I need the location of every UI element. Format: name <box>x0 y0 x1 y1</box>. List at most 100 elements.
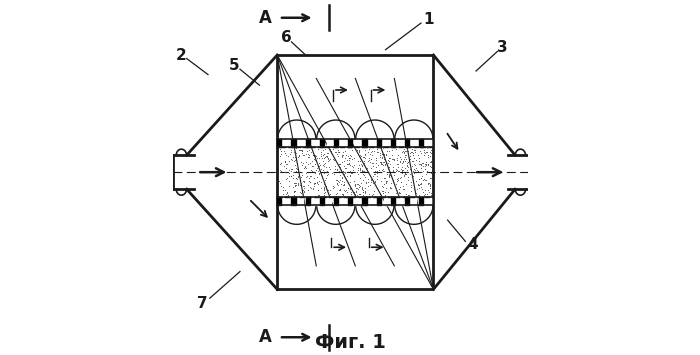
Point <box>402 153 414 158</box>
Point <box>339 155 350 161</box>
Point <box>370 171 381 177</box>
Point <box>414 176 425 182</box>
Point <box>321 183 332 189</box>
Point <box>400 149 412 154</box>
Point <box>358 154 369 159</box>
Point <box>344 155 355 161</box>
Point <box>412 182 423 187</box>
Point <box>309 152 321 158</box>
Text: 4: 4 <box>467 237 478 252</box>
Point <box>405 179 416 185</box>
Point <box>344 173 355 179</box>
Point <box>358 190 369 195</box>
Point <box>307 185 318 191</box>
Point <box>315 153 326 158</box>
Point <box>280 158 291 163</box>
Point <box>379 162 391 168</box>
Point <box>423 154 434 160</box>
Point <box>391 166 402 171</box>
Text: 3: 3 <box>497 40 508 55</box>
Point <box>288 192 300 198</box>
Point <box>297 150 308 155</box>
Point <box>349 181 360 187</box>
Point <box>380 180 391 186</box>
Point <box>426 158 437 163</box>
Point <box>335 161 346 166</box>
Point <box>398 172 409 178</box>
Point <box>365 156 377 162</box>
Point <box>384 173 395 178</box>
Point <box>424 182 435 188</box>
Point <box>421 168 433 174</box>
Point <box>304 184 316 190</box>
Point <box>344 155 356 161</box>
Point <box>360 180 372 186</box>
Point <box>422 152 433 158</box>
Point <box>416 160 428 166</box>
Point <box>382 148 393 154</box>
Point <box>391 168 402 174</box>
Point <box>362 149 373 155</box>
Point <box>370 157 381 163</box>
Point <box>351 192 363 197</box>
Point <box>323 151 334 156</box>
Point <box>352 168 363 173</box>
Point <box>309 157 321 163</box>
Point <box>379 156 390 162</box>
Point <box>342 185 353 191</box>
Point <box>302 187 313 192</box>
Point <box>318 152 329 158</box>
Point <box>302 151 313 157</box>
Point <box>349 182 360 187</box>
Point <box>304 152 315 158</box>
Point <box>299 164 310 170</box>
Point <box>391 158 402 163</box>
Point <box>324 191 335 197</box>
Point <box>398 158 409 163</box>
Point <box>301 174 312 179</box>
Point <box>390 186 401 192</box>
Point <box>377 162 388 167</box>
Point <box>377 167 388 173</box>
Point <box>358 172 370 178</box>
Point <box>332 178 344 184</box>
Point <box>386 193 397 199</box>
Point <box>289 182 300 187</box>
Point <box>389 156 400 162</box>
Point <box>329 157 340 163</box>
Point <box>331 166 342 171</box>
Point <box>297 162 308 168</box>
Point <box>398 174 409 179</box>
Point <box>288 188 300 194</box>
Point <box>329 184 340 190</box>
Point <box>318 185 330 191</box>
Point <box>338 170 349 175</box>
Point <box>407 158 418 163</box>
Point <box>295 183 307 189</box>
Point <box>357 178 368 183</box>
Point <box>281 165 292 171</box>
Point <box>329 163 340 169</box>
Point <box>363 183 374 189</box>
Point <box>377 189 388 194</box>
Point <box>371 176 382 182</box>
Point <box>278 184 289 190</box>
Point <box>307 152 318 157</box>
Point <box>318 181 330 187</box>
Point <box>395 154 406 160</box>
Point <box>335 164 346 169</box>
Point <box>290 182 302 187</box>
Point <box>383 160 394 166</box>
Point <box>424 189 435 195</box>
Point <box>419 164 430 169</box>
Point <box>391 161 402 166</box>
Text: Фиг. 1: Фиг. 1 <box>314 333 386 352</box>
Point <box>317 176 328 181</box>
Point <box>329 171 340 177</box>
Point <box>390 170 401 175</box>
Point <box>321 183 332 189</box>
Point <box>283 170 294 175</box>
Point <box>425 193 436 198</box>
Point <box>384 164 395 170</box>
Point <box>337 169 349 175</box>
